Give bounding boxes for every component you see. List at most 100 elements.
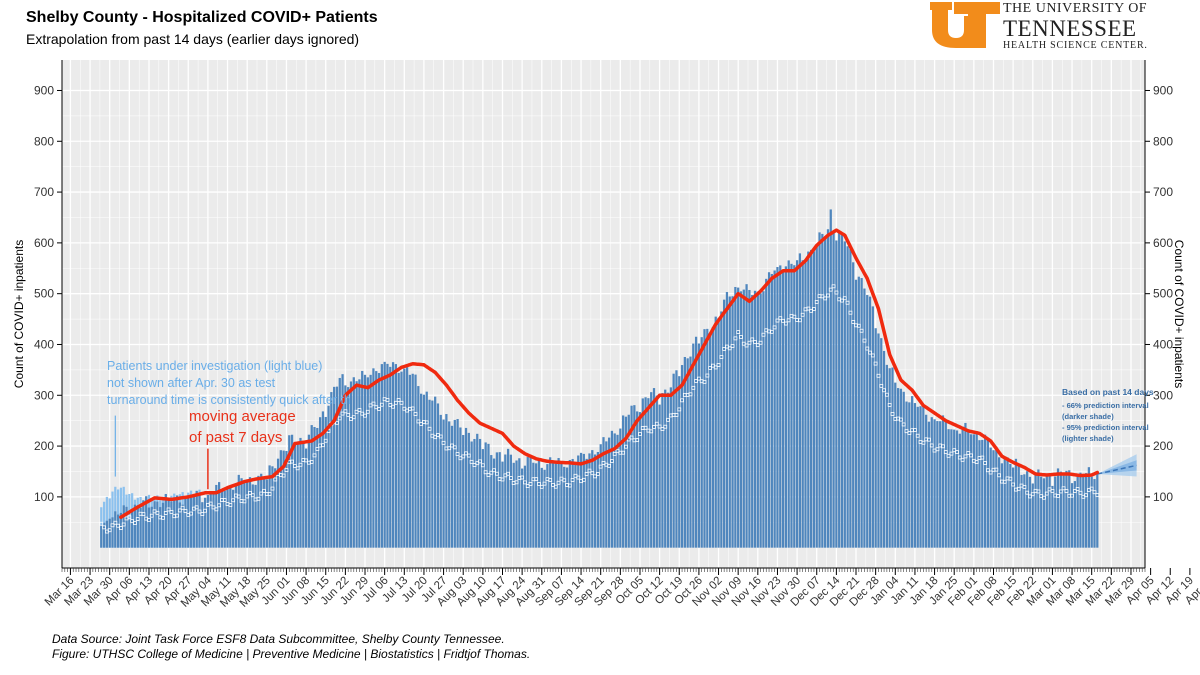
daily-bar <box>1031 483 1034 548</box>
logo-text: THE UNIVERSITY OF TENNESSEE HEALTH SCIEN… <box>1003 2 1148 51</box>
confirmed-marker <box>1044 491 1049 496</box>
daily-bar <box>824 236 827 548</box>
confirmed-marker <box>1056 494 1060 498</box>
daily-bar <box>664 389 667 548</box>
daily-bar <box>133 504 137 548</box>
daily-bar <box>1090 476 1093 548</box>
daily-bar <box>807 251 810 548</box>
daily-bar <box>501 461 504 548</box>
daily-bar <box>728 296 731 548</box>
confirmed-marker <box>624 444 628 449</box>
daily-bar <box>285 450 288 548</box>
daily-bar <box>450 425 454 548</box>
confirmed-marker <box>1008 476 1013 481</box>
daily-bar <box>815 246 818 548</box>
daily-bar <box>739 291 743 548</box>
confirmed-marker <box>884 392 889 397</box>
daily-bar <box>470 441 473 548</box>
daily-bar <box>369 374 372 548</box>
confirmed-marker <box>385 398 390 402</box>
daily-bar <box>543 469 546 548</box>
confirmed-marker <box>520 475 525 480</box>
daily-bar <box>762 291 765 548</box>
daily-bar <box>492 458 496 548</box>
confirmed-marker <box>834 290 839 295</box>
y-tick-label-right: 500 <box>1153 287 1173 301</box>
confirmed-marker <box>211 505 216 510</box>
confirmed-marker <box>433 435 438 440</box>
daily-bar <box>347 387 350 548</box>
daily-bar <box>206 495 210 548</box>
daily-bar <box>1087 467 1091 548</box>
daily-bar <box>638 412 642 548</box>
daily-bar <box>947 429 950 548</box>
daily-bar <box>192 496 195 548</box>
daily-bar <box>1076 473 1079 548</box>
confirmed-marker <box>391 404 395 409</box>
confirmed-marker <box>876 373 881 378</box>
confirmed-marker <box>1058 489 1063 494</box>
confirmed-marker <box>1095 493 1100 498</box>
daily-bar <box>386 363 389 548</box>
confirmed-marker <box>119 526 123 530</box>
confirmed-marker <box>262 488 266 493</box>
daily-bar <box>860 278 863 548</box>
uthsc-logo: THE UNIVERSITY OF TENNESSEE HEALTH SCIEN… <box>928 2 1148 51</box>
confirmed-marker <box>941 444 945 449</box>
confirmed-marker <box>231 498 236 503</box>
daily-bar <box>420 393 423 548</box>
daily-bar <box>257 475 260 548</box>
daily-bar <box>229 485 232 548</box>
daily-bar <box>338 377 341 548</box>
daily-bar <box>812 251 816 548</box>
daily-bar <box>327 405 330 548</box>
daily-bar <box>675 370 678 548</box>
logo-line-3: HEALTH SCIENCE CENTER. <box>1003 40 1148 51</box>
confirmed-marker <box>312 453 317 458</box>
confirmed-marker <box>584 472 589 476</box>
daily-bar <box>344 385 347 548</box>
daily-bar <box>456 419 459 548</box>
confirmed-marker <box>337 416 342 421</box>
daily-bar <box>798 253 802 548</box>
daily-bar <box>358 379 361 548</box>
daily-bar <box>781 270 785 548</box>
daily-bar <box>537 459 541 548</box>
confirmed-marker <box>865 346 870 351</box>
confirmed-marker <box>610 459 614 463</box>
daily-bar <box>175 495 179 548</box>
daily-bar <box>821 233 824 548</box>
daily-bar <box>1012 467 1015 548</box>
daily-bar <box>181 504 184 548</box>
confirmed-marker <box>635 438 640 442</box>
confirmed-marker <box>747 340 752 345</box>
daily-bar <box>473 438 476 548</box>
confirmed-marker <box>399 400 404 405</box>
daily-bar <box>593 454 597 548</box>
confirmed-marker <box>175 513 179 518</box>
confirmed-marker <box>949 451 954 456</box>
confirmed-marker <box>960 457 965 462</box>
confirmed-marker <box>480 463 485 468</box>
daily-bar <box>246 482 249 548</box>
daily-bar <box>448 421 451 548</box>
daily-bar <box>630 405 633 548</box>
daily-bar <box>652 388 656 548</box>
daily-bar <box>753 290 757 548</box>
y-tick-label-left: 900 <box>34 83 54 97</box>
confirmed-marker <box>452 445 457 450</box>
daily-bar <box>153 501 156 548</box>
confirmed-marker <box>652 424 656 429</box>
confirmed-marker <box>820 294 825 299</box>
confirmed-marker <box>323 438 328 443</box>
daily-bar <box>686 358 689 548</box>
daily-bar <box>526 457 529 548</box>
daily-bar <box>116 514 120 548</box>
confirmed-marker <box>292 463 297 468</box>
confirmed-marker <box>121 522 126 527</box>
confirmed-marker <box>562 478 567 483</box>
confirmed-marker <box>657 424 662 429</box>
confirmed-marker <box>719 355 724 359</box>
daily-bar <box>549 457 552 548</box>
daily-bar <box>835 240 838 548</box>
